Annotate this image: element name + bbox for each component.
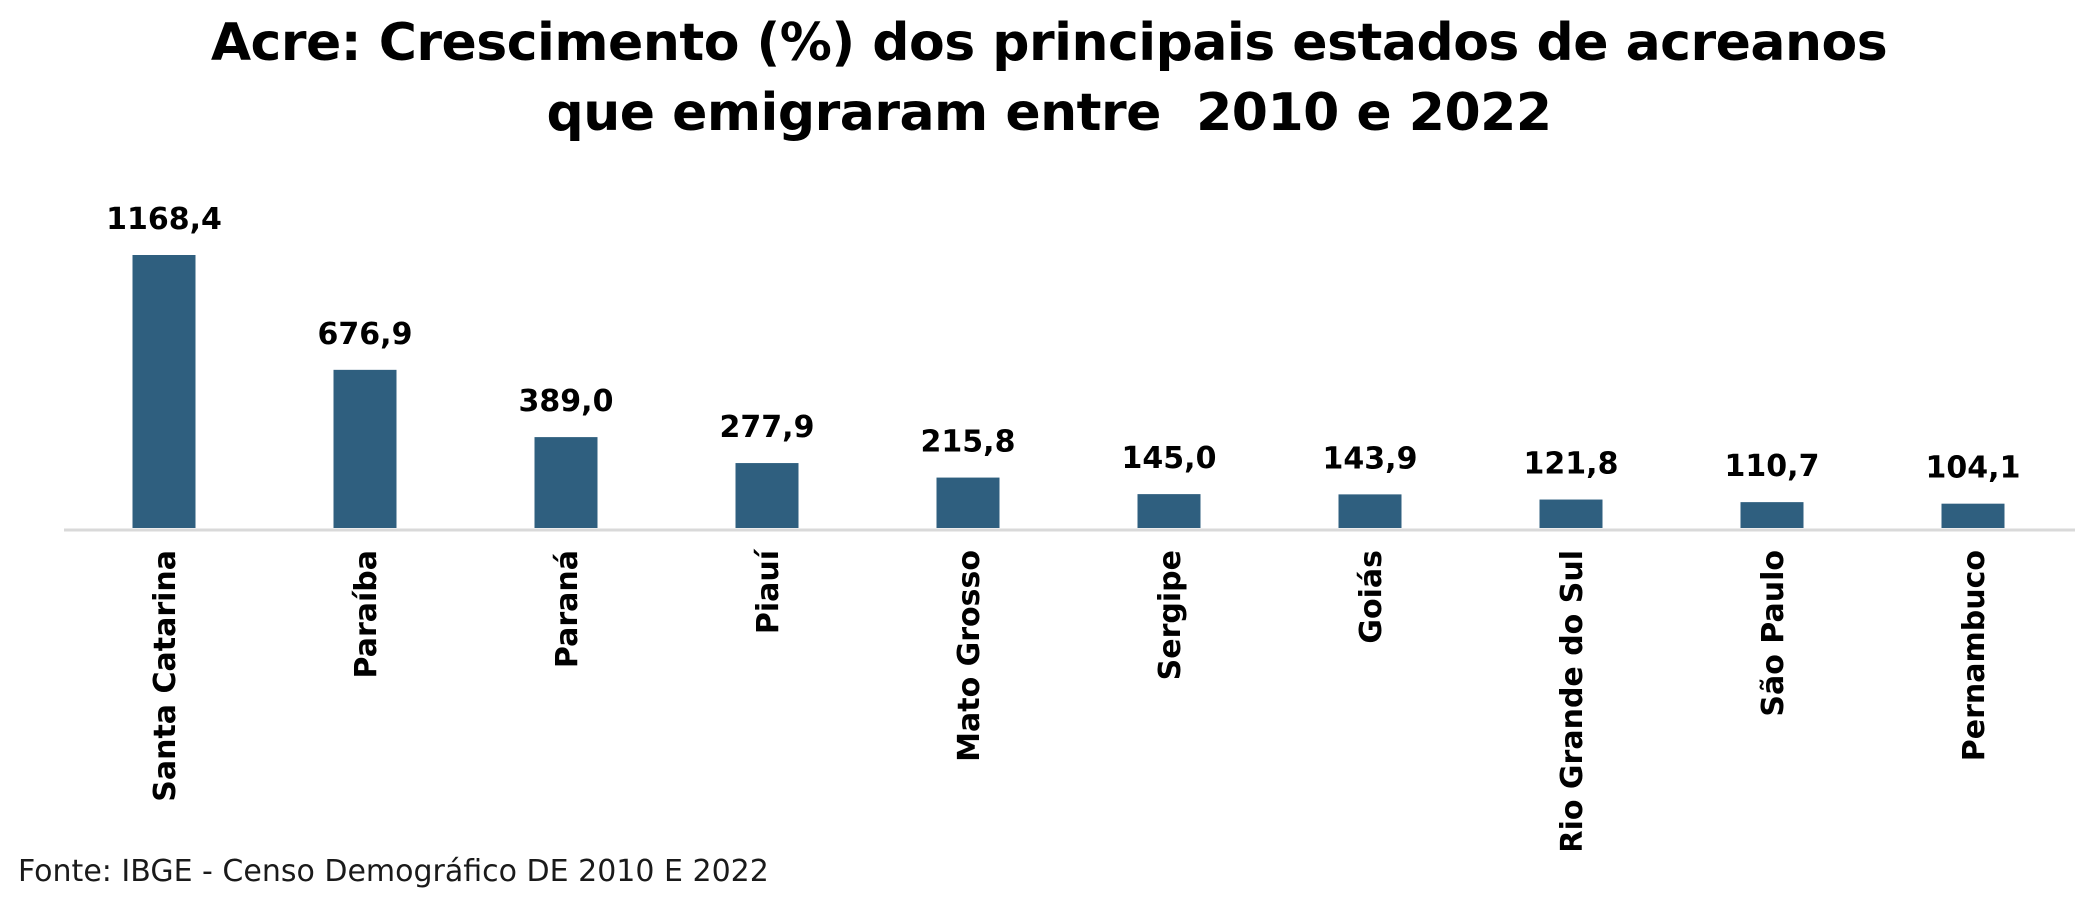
- value-label-1: 676,9: [318, 317, 413, 352]
- category-label-6: Goiás: [1354, 550, 1389, 644]
- value-label-6: 143,9: [1323, 441, 1418, 476]
- bar-chart: 1168,4 676,9 389,0 277,9 215,8 145,0 143,9 121,…: [64, 202, 2075, 850]
- category-label-5: Sergipe: [1153, 550, 1188, 680]
- bar-4: [936, 477, 1000, 528]
- bar-8: [1740, 502, 1804, 528]
- category-label-3: Piauí: [751, 548, 786, 634]
- bar-9: [1941, 503, 2005, 528]
- category-label-4: Mato Grosso: [952, 550, 987, 762]
- value-label-5: 145,0: [1122, 441, 1217, 476]
- bar-5: [1137, 494, 1201, 528]
- chart-title-line-1: Acre: Crescimento (%) dos principais est…: [210, 13, 1888, 73]
- source-note: Fonte: IBGE - Censo Demográfico DE 2010 …: [18, 854, 769, 889]
- bar-0: [132, 255, 196, 528]
- value-label-7: 121,8: [1524, 447, 1619, 482]
- category-label-2: Paraná: [550, 550, 585, 668]
- value-label-9: 104,1: [1926, 451, 2021, 486]
- category-label-8: São Paulo: [1756, 550, 1791, 717]
- value-labels-group: 1168,4 676,9 389,0 277,9 215,8 145,0 143,9 121,…: [106, 202, 2020, 486]
- bar-3: [735, 463, 799, 528]
- value-label-3: 277,9: [720, 410, 815, 445]
- category-label-9: Pernambuco: [1957, 550, 1992, 761]
- bar-2: [534, 437, 598, 528]
- bar-1: [333, 369, 397, 528]
- bar-7: [1539, 499, 1603, 528]
- category-labels-group: Santa Catarina Paraíba Paraná Piauí Mato Gro…: [148, 548, 1992, 850]
- value-label-4: 215,8: [921, 425, 1016, 460]
- chart-title: Acre: Crescimento (%) dos principais est…: [0, 8, 2098, 148]
- value-label-8: 110,7: [1725, 449, 1820, 484]
- value-label-2: 389,0: [519, 384, 614, 419]
- category-label-0: Santa Catarina: [148, 550, 183, 802]
- category-label-7: Rio Grande do Sul: [1555, 550, 1590, 850]
- chart-title-line-2: que emigraram entre 2010 e 2022: [546, 83, 1552, 143]
- bars-group: [132, 255, 2005, 528]
- bar-6: [1338, 494, 1402, 528]
- category-label-1: Paraíba: [349, 550, 384, 678]
- value-label-0: 1168,4: [106, 202, 222, 237]
